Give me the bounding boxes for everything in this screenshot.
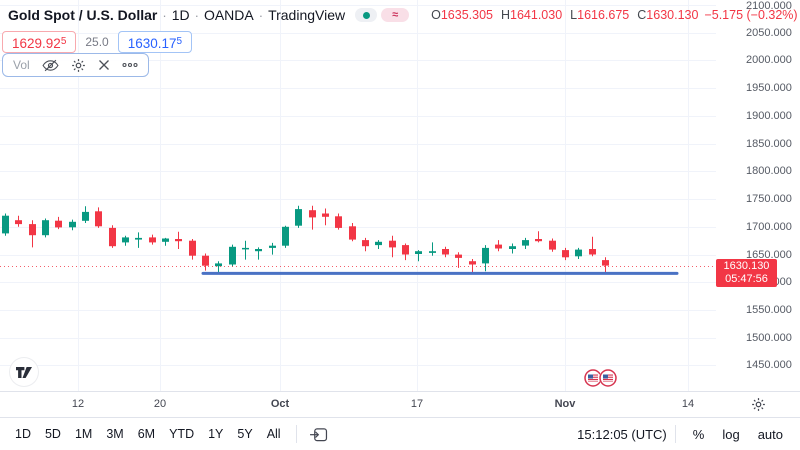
price-axis-label: 2100.000 — [746, 0, 792, 12]
price-axis-label: 1700.000 — [746, 220, 792, 233]
range-button-5y[interactable]: 5Y — [237, 427, 253, 441]
price-axis-label: 2050.000 — [746, 26, 792, 39]
date-range-buttons: 1D 5D 1M 3M 6M YTD 1Y 5Y All — [8, 425, 288, 443]
time-axis[interactable]: 12 20 Oct 17 Nov 14 — [0, 392, 716, 417]
delayed-data-badge[interactable]: ≈ — [381, 8, 410, 22]
market-open-dot-icon — [362, 11, 370, 19]
ask-price-button[interactable]: 1630.175 — [117, 31, 193, 53]
low-value: 1616.675 — [577, 8, 630, 22]
time-axis-label: Oct — [270, 398, 290, 410]
chart-header: Gold Spot / U.S. Dollar · 1D · OANDA · T… — [8, 5, 798, 25]
range-button-5d[interactable]: 5D — [44, 427, 61, 441]
price-axis-label: 1650.000 — [746, 248, 792, 261]
high-value: 1641.030 — [510, 8, 563, 22]
exchange-label[interactable]: OANDA — [203, 7, 254, 23]
price-axis-label: 1500.000 — [746, 331, 792, 344]
indicator-name[interactable]: Vol — [13, 58, 30, 72]
range-button-6m[interactable]: 6M — [137, 427, 156, 441]
divider — [295, 425, 297, 443]
low-label: L — [570, 8, 578, 22]
time-axis-label: Nov — [554, 398, 576, 410]
axis-settings-cell — [716, 392, 800, 417]
price-axis[interactable]: 1630.130 05:47:56 2100.000 2050.000 2000.0… — [716, 0, 800, 391]
range-button-3m[interactable]: 3M — [106, 427, 124, 441]
tradingview-logo-icon — [16, 366, 32, 378]
time-axis-label: 14 — [681, 398, 695, 410]
spread-value: 25.0 — [85, 35, 109, 49]
symbol-title[interactable]: Gold Spot / U.S. Dollar — [8, 7, 158, 23]
price-axis-label: 1550.000 — [746, 304, 792, 317]
separator: · — [162, 7, 167, 23]
axis-separator — [0, 391, 800, 392]
chart-region[interactable] — [0, 0, 716, 391]
separator: · — [194, 7, 199, 23]
last-price-tag: 1630.130 05:47:56 — [716, 259, 777, 287]
volume-indicator-legend[interactable]: Vol — [2, 53, 149, 77]
interval-label[interactable]: 1D — [171, 7, 190, 23]
remove-indicator-close-icon[interactable] — [98, 59, 110, 71]
range-button-all[interactable]: All — [266, 427, 281, 441]
session-clock[interactable]: 15:12:05 (UTC) — [577, 426, 667, 442]
go-to-date-icon[interactable] — [305, 427, 332, 442]
us-flag-event-marker-icon[interactable] — [598, 368, 618, 388]
price-axis-label: 1900.000 — [746, 109, 792, 122]
bid-ask-row: 1629.925 25.0 1630.175 — [2, 31, 193, 53]
bid-price-button[interactable]: 1629.925 — [2, 31, 77, 53]
last-price-value: 1630.130 — [723, 260, 770, 272]
platform-label[interactable]: TradingView — [268, 7, 346, 23]
range-button-ytd[interactable]: YTD — [169, 427, 195, 441]
bar-countdown: 05:47:56 — [725, 273, 768, 285]
auto-scale-button[interactable]: auto — [757, 426, 783, 442]
open-label: O — [431, 8, 441, 22]
price-axis-label: 1800.000 — [746, 165, 792, 178]
divider — [674, 425, 676, 443]
chart-settings-gear-icon[interactable] — [747, 397, 770, 412]
hide-indicator-eye-icon[interactable] — [42, 59, 59, 72]
close-value: 1630.130 — [646, 8, 699, 22]
toolbar-separator — [0, 417, 800, 418]
time-axis-label: 20 — [153, 398, 167, 410]
high-label: H — [501, 8, 511, 22]
candlestick-chart[interactable] — [0, 0, 716, 391]
price-axis-label: 1850.000 — [746, 137, 792, 150]
price-axis-label: 2000.000 — [746, 54, 792, 67]
indicator-settings-gear-icon[interactable] — [71, 58, 86, 73]
tradingview-logo[interactable] — [10, 358, 38, 386]
close-label: C — [637, 8, 647, 22]
change-value: −5.175 (−0.32%) — [704, 8, 798, 22]
log-scale-button[interactable]: log — [722, 426, 740, 442]
price-axis-label: 1950.000 — [746, 82, 792, 95]
grid — [0, 0, 716, 391]
us-flag-event-marker-icon[interactable] — [583, 368, 603, 388]
market-status-badge[interactable] — [355, 8, 378, 22]
price-axis-label: 1450.000 — [746, 359, 792, 372]
price-axis-label: 1750.000 — [746, 193, 792, 206]
bottom-toolbar: 1D 5D 1M 3M 6M YTD 1Y 5Y All 15:12:05 (UTC) % lo… — [0, 418, 800, 450]
time-axis-label: 17 — [410, 398, 424, 410]
time-axis-label: 12 — [71, 398, 85, 410]
percent-scale-button[interactable]: % — [692, 426, 705, 442]
candles — [2, 205, 609, 274]
open-value: 1635.305 — [440, 8, 493, 22]
separator: · — [258, 7, 264, 23]
range-button-1d[interactable]: 1D — [15, 427, 31, 441]
indicator-more-options-icon[interactable] — [122, 62, 138, 68]
range-button-1m[interactable]: 1M — [74, 427, 93, 441]
ohlc-readout: O 1635.305 H 1641.030 L 1616.675 C 1630.130 … — [423, 8, 797, 22]
range-button-1y[interactable]: 1Y — [208, 427, 224, 441]
